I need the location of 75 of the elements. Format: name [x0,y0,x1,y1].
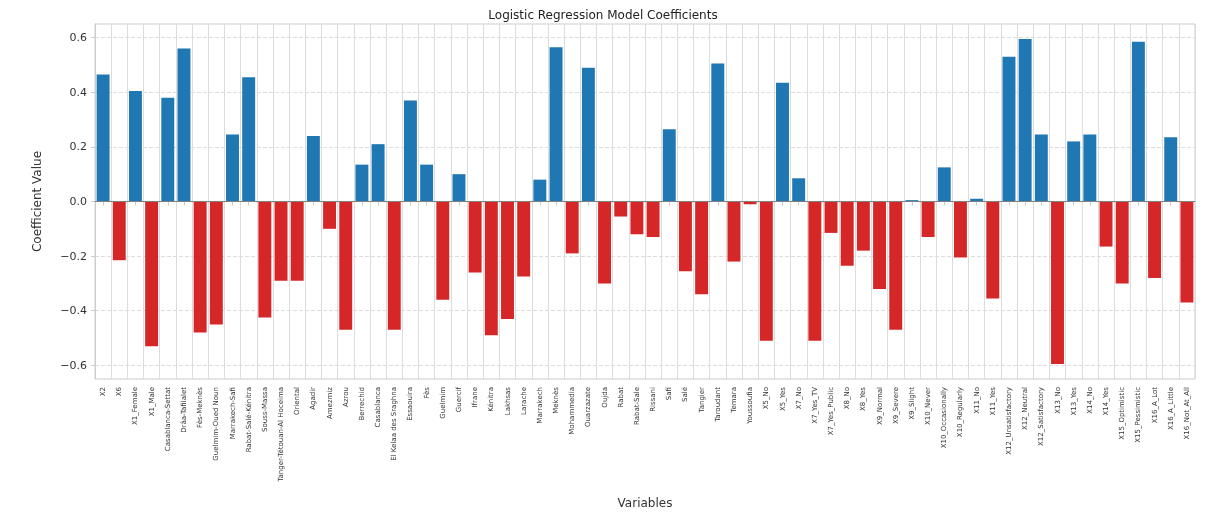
bar [986,201,1000,299]
bar [501,201,514,319]
bar [517,201,531,277]
bar [695,201,709,295]
bar [889,201,903,330]
bar [209,201,223,325]
y-tick-label: 0.6 [69,31,87,45]
bar [436,201,450,300]
bar [258,201,272,318]
bar [581,67,595,202]
bar [1131,41,1145,202]
y-tick-label: 0.0 [69,195,87,208]
y-tick-label: 0.2 [69,140,87,154]
bar [274,201,288,281]
bar [306,135,320,202]
bar [565,201,579,254]
bar [533,179,547,202]
bar [840,201,854,266]
bar [937,167,951,202]
y-tick-label: 0.4 [69,85,87,99]
bar [339,201,353,330]
bar [759,201,773,341]
bar [452,174,466,202]
bar [128,90,142,202]
bar [226,134,239,202]
bar [420,164,434,202]
bar [290,201,304,281]
bar [387,201,401,330]
bar [1083,134,1097,202]
bar [646,201,660,237]
bar [711,63,725,202]
bar [678,201,692,272]
bar [1002,56,1016,202]
bar [403,100,417,202]
bar [824,201,838,233]
bar [1164,137,1178,202]
bar [808,201,822,341]
bar [484,201,498,336]
bar [614,201,628,217]
bar [921,201,935,237]
bar [145,201,159,347]
bar [1180,201,1194,303]
bar [792,178,806,202]
bar [371,144,385,202]
bar [1018,39,1032,202]
bar [630,201,644,235]
bar [161,97,175,202]
y-tick-label: −0.4 [60,304,87,318]
bar [873,201,887,289]
x-axis-title: Variables [617,496,673,510]
bar [1034,134,1048,202]
bar [662,129,676,202]
bar [1051,201,1064,364]
bar [242,77,256,202]
bar [1067,141,1081,202]
bar [193,201,207,333]
bar [727,201,741,262]
y-tick-label: −0.6 [60,358,87,372]
bar [1099,201,1113,247]
bar [468,201,482,273]
bar [96,74,110,202]
bar [355,164,369,202]
y-tick-label: −0.2 [60,249,87,263]
bar [953,201,967,258]
bar [598,201,612,284]
bar [112,201,126,261]
y-axis-title: Coefficient Value [30,150,44,253]
bar [1148,201,1162,278]
bar [1115,201,1129,284]
bar [776,82,789,202]
bar [177,48,191,202]
bar [549,47,563,202]
bar [856,201,870,251]
chart-title: Logistic Regression Model Coefficients [488,8,718,22]
bar [323,201,337,229]
